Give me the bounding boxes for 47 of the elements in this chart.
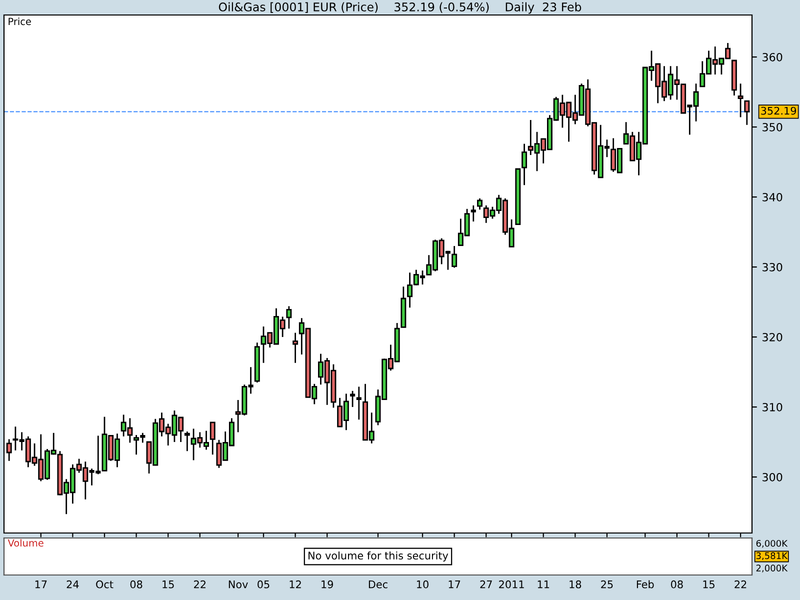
candlestick [452,245,458,268]
x-tick-label: 15 [703,580,714,588]
x-tick-label: Dec [368,580,388,588]
text: No volume for this security [308,551,448,562]
candlestick [6,438,12,462]
x-tick-label: 17 [448,580,460,588]
x-tick-label: 08 [130,580,142,588]
x-tick-label: 18 [570,580,582,588]
y-tick-label: 340 [762,192,782,202]
x-tick-label: 17 [35,580,47,588]
x-tick-label: Nov [228,580,248,588]
x-tick-label: 05 [258,580,270,588]
candlestick [744,100,750,126]
y-tick-label: 360 [762,52,782,62]
y-tick-label: 320 [762,332,782,342]
x-tick-label: Oct [96,580,114,588]
candlestick [738,82,744,118]
x-tick-label: Feb [636,580,654,588]
text: Volume [8,539,44,547]
text: 3,581K [756,552,788,560]
candlestick [477,198,482,210]
candlestick [522,143,528,186]
x-tick-label: 11 [538,580,550,588]
x-tick-label: 10 [417,580,428,588]
ref-line-label: 352.19 [761,106,796,115]
y-tick-label: 300 [762,472,782,482]
y-tick-label: 310 [762,402,782,412]
y-tick-label: 330 [762,262,782,272]
x-tick-label: 12 [290,580,301,588]
chart-title: Oil&Gas [0001] EUR (Price) 352.19 (-0.54%) Daily 23 Feb [218,2,582,14]
x-tick-label: 27 [480,580,492,588]
candlestick [210,422,216,456]
y-axis-title: Price [8,18,31,26]
x-tick-label: 25 [601,580,613,588]
x-tick-label: 24 [66,580,79,588]
x-tick-label: 15 [162,580,174,588]
y-tick-label: 350 [762,122,782,132]
text: 2,000K [756,564,788,572]
candlestick [184,430,190,452]
candlestick [292,332,298,364]
x-tick-label: 22 [734,580,746,588]
x-tick-label: 2011 [499,580,524,588]
x-tick-label: 19 [322,580,334,588]
candlestick [286,306,292,330]
x-tick-label: 22 [194,580,206,588]
text: 6,000K [756,540,788,548]
x-tick-label: 08 [671,580,683,588]
